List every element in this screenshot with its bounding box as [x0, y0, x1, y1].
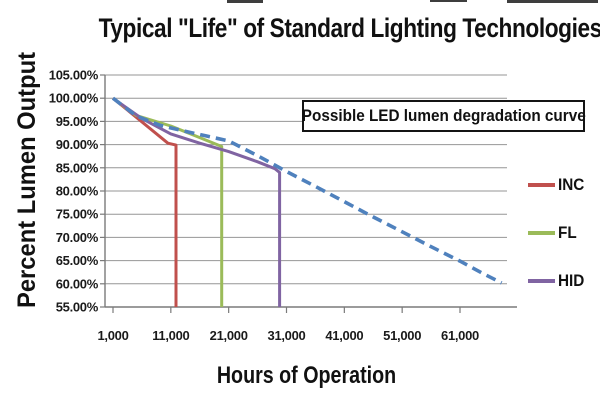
data-series	[111, 96, 503, 307]
y-tick-label: 85.00%	[56, 160, 99, 175]
y-tick-label: 60.00%	[56, 276, 99, 291]
axes	[100, 74, 517, 313]
chart-title: Typical "Life" of Standard Lighting Tech…	[98, 13, 600, 43]
legend-label: HID	[558, 271, 585, 290]
y-tick-label: 55.00%	[56, 300, 99, 315]
hid-color-swatch	[528, 279, 555, 283]
y-tick-label: 75.00%	[56, 207, 99, 222]
gridlines	[105, 74, 507, 308]
y-tick-label: 65.00%	[56, 253, 99, 268]
top-edge-artifact	[430, 0, 467, 2]
y-tick-label: 80.00%	[56, 184, 99, 199]
legend-item-inc: INC	[528, 175, 587, 194]
series-line-fl	[112, 96, 224, 307]
series-line-inc	[112, 97, 178, 307]
y-tick-label: 105.00%	[49, 68, 99, 83]
legend-item-hid: HID	[528, 271, 587, 290]
legend-label: INC	[558, 175, 585, 194]
x-tick-label: 21,000	[210, 328, 248, 343]
x-tick-label: 11,000	[152, 328, 189, 343]
top-edge-artifact	[507, 0, 598, 3]
x-tick-label: 41,000	[325, 328, 363, 343]
annotation-text: Possible LED lumen degradation curve	[301, 106, 586, 125]
y-tick-label: 95.00%	[56, 114, 99, 129]
x-axis-title: Hours of Operation	[216, 362, 397, 389]
inc-color-swatch	[528, 183, 555, 187]
y-tick-label: 100.00%	[49, 91, 99, 106]
y-tick-label: 70.00%	[56, 230, 99, 245]
x-tick-label: 1,000	[97, 328, 128, 343]
fl-color-swatch	[528, 231, 555, 235]
top-edge-artifact	[227, 0, 263, 3]
legend-label: FL	[558, 223, 577, 242]
series-line-hid	[112, 96, 282, 307]
series-line-led	[111, 96, 503, 285]
legend: INC FL HID	[528, 175, 587, 290]
legend-item-fl: FL	[528, 223, 587, 242]
x-tick-label: 51,000	[383, 328, 421, 343]
x-tick-label: 61,000	[441, 328, 479, 343]
annotation-box: Possible LED lumen degradation curve	[302, 100, 585, 132]
tick-labels: 105.00% 100.00% 95.00% 90.00% 85.00% 80.00% 75…	[49, 68, 480, 344]
y-tick-label: 90.00%	[56, 137, 99, 152]
x-tick-label: 31,000	[268, 328, 306, 343]
